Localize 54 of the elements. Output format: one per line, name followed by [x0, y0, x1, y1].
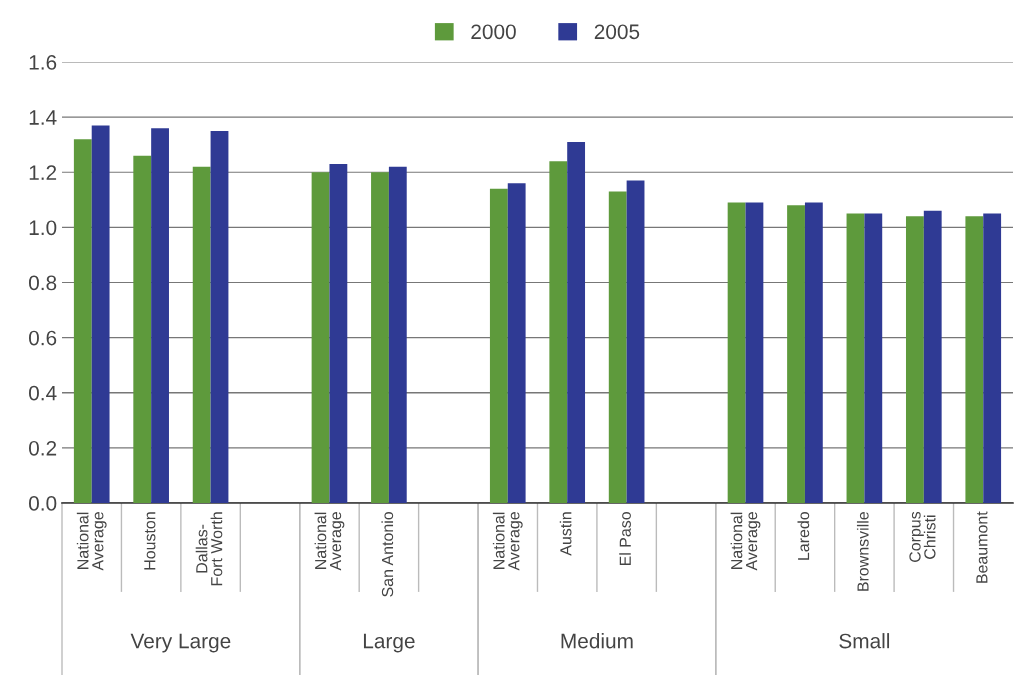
bar [567, 141, 586, 503]
bar [133, 155, 152, 503]
bar [151, 128, 169, 503]
bar [905, 216, 924, 503]
bar [192, 166, 211, 503]
bar [73, 139, 92, 503]
x-tick-label: Corpus Christi [909, 511, 936, 563]
bar [329, 163, 348, 503]
bar [983, 213, 1002, 503]
bar [804, 202, 823, 503]
y-tick-label: 1.4 [29, 110, 57, 125]
legend-label: 2005 [594, 24, 640, 40]
bar [549, 161, 568, 503]
bar [608, 191, 627, 503]
text: Large [363, 633, 415, 653]
x-tick-label: San Antonio [381, 512, 394, 597]
bar [210, 130, 229, 503]
legend-label: 2000 [471, 24, 516, 40]
y-tick-label: 1.2 [29, 165, 57, 180]
bar [388, 166, 407, 503]
x-tick-label: National Average [314, 512, 345, 571]
y-tick-label: 1.6 [29, 55, 57, 70]
x-tick-label: Houston [144, 512, 156, 570]
text: Medium [561, 633, 633, 649]
x-tick-label: Laredo [797, 512, 810, 560]
bar [965, 216, 984, 503]
y-tick-label: 0.4 [28, 385, 57, 401]
x-tick-label: Beaumont [976, 511, 988, 583]
x-tick-label: Dallas- Fort Worth [195, 512, 223, 586]
y-tick-label: 0.0 [28, 496, 57, 511]
x-tick-label: El Paso [619, 512, 631, 566]
bar [727, 202, 746, 503]
bar [864, 213, 883, 503]
y-tick-label: 1.0 [29, 220, 57, 236]
bar [489, 188, 508, 503]
text: Very Large [130, 633, 231, 653]
bar [745, 202, 764, 503]
x-tick-label: National Average [730, 512, 761, 571]
y-tick-label: 0.2 [28, 440, 57, 456]
bar [787, 205, 805, 503]
bar [91, 125, 110, 503]
bar [371, 172, 389, 503]
x-tick-label: National Average [76, 512, 107, 571]
text: Small [839, 633, 890, 649]
y-tick-label: 0.8 [28, 275, 57, 291]
bar [507, 183, 526, 503]
bar [311, 172, 330, 503]
bar [846, 213, 865, 503]
bar [923, 210, 942, 503]
x-tick-label: Brownsville [856, 512, 869, 591]
bar [626, 180, 645, 503]
x-tick-label: Austin [559, 512, 572, 556]
y-tick-label: 0.6 [28, 330, 57, 346]
x-tick-label: National Average [492, 512, 523, 571]
